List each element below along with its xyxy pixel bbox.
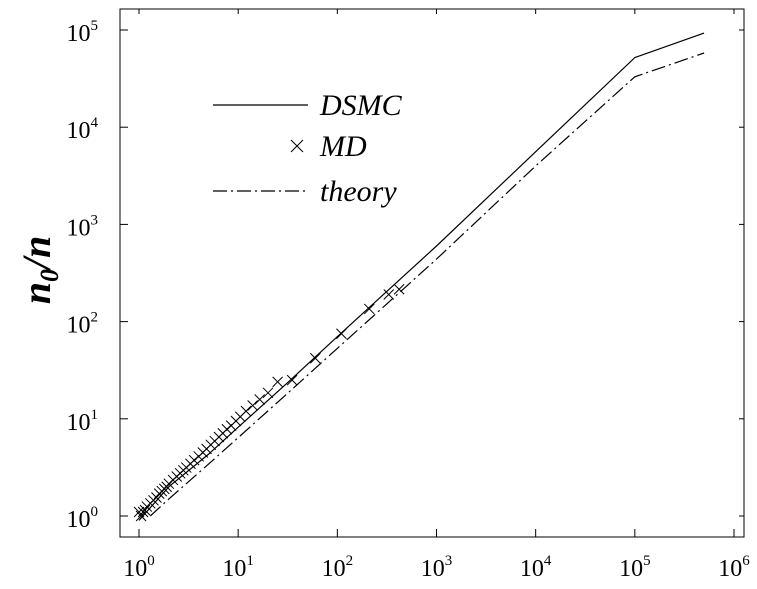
legend-dsmc-label: DSMC (319, 89, 403, 122)
y-tick-label-exponent: 2 (91, 310, 99, 326)
y-axis-label-suffix: /n (14, 236, 59, 272)
x-tick-label: 102 (322, 553, 354, 582)
legend-md-label: MD (319, 130, 367, 163)
y-tick-label: 103 (67, 212, 99, 241)
x-tick-label: 103 (421, 553, 453, 582)
x-tick-label-exponent: 1 (246, 553, 254, 569)
md-point (363, 303, 375, 315)
x-tick-label: 104 (520, 553, 552, 582)
y-tick-label-base: 10 (67, 215, 91, 241)
x-tick-label-exponent: 4 (544, 553, 552, 569)
md-point (309, 352, 321, 364)
y-axis-label-base: n (14, 282, 59, 304)
x-tick-label-exponent: 6 (742, 553, 750, 569)
md-point (262, 387, 274, 399)
x-tick-label-exponent: 3 (445, 553, 453, 569)
y-tick-label-base: 10 (67, 410, 91, 436)
md-point (135, 510, 147, 522)
x-tick-label-base: 10 (322, 556, 346, 582)
x-tick-label-base: 10 (520, 556, 544, 582)
y-tick-label: 105 (67, 18, 99, 47)
y-axis-label: n0/n (14, 236, 64, 305)
y-tick-label-base: 10 (67, 313, 91, 339)
x-tick-label-base: 10 (123, 556, 147, 582)
x-tick-label-base: 10 (718, 556, 742, 582)
x-tick-label-exponent: 0 (147, 553, 155, 569)
x-tick-label-exponent: 5 (643, 553, 651, 569)
x-tick-label: 100 (123, 553, 155, 582)
legend: DSMC MD theory (213, 89, 403, 208)
series-md-markers (133, 283, 405, 522)
y-tick-label-exponent: 1 (91, 407, 99, 423)
y-tick-label-exponent: 3 (91, 212, 99, 228)
md-point (139, 504, 151, 516)
md-point (272, 376, 283, 388)
series-dsmc-line (138, 32, 705, 521)
md-point (188, 454, 200, 466)
x-tick-label-base: 10 (619, 556, 643, 582)
y-tick-label-exponent: 0 (91, 504, 99, 520)
md-point (254, 394, 266, 405)
y-tick-label: 104 (67, 115, 99, 144)
x-tick-label-exponent: 2 (346, 553, 354, 569)
md-point (383, 289, 395, 300)
md-point (286, 374, 298, 386)
legend-theory-label: theory (320, 175, 397, 208)
y-tick-label-base: 10 (67, 507, 91, 533)
md-point (240, 405, 252, 417)
x-tick-label-base: 10 (222, 556, 246, 582)
y-tick-label: 102 (67, 310, 99, 339)
axis-ticks (120, 9, 744, 537)
x-tick-labels: 100 101 102 103 104 105 106 (123, 553, 750, 582)
legend-md-marker (290, 139, 304, 153)
y-tick-label-base: 10 (67, 21, 91, 47)
x-tick-label: 101 (222, 553, 254, 582)
md-point (247, 400, 259, 411)
y-tick-label: 101 (67, 407, 99, 436)
md-point (336, 328, 347, 340)
x-tick-label: 106 (718, 553, 750, 582)
series-layer (133, 32, 705, 522)
y-tick-label-exponent: 5 (91, 18, 99, 34)
y-tick-label: 100 (67, 504, 99, 533)
x-tick-label-base: 10 (421, 556, 445, 582)
y-tick-label-exponent: 4 (91, 115, 99, 131)
y-axis-label-subscript: 0 (35, 269, 64, 282)
x-tick-label: 105 (619, 553, 651, 582)
md-point (393, 283, 405, 295)
plot-frame (119, 8, 745, 538)
series-theory-line (149, 52, 705, 517)
y-tick-label-base: 10 (67, 118, 91, 144)
